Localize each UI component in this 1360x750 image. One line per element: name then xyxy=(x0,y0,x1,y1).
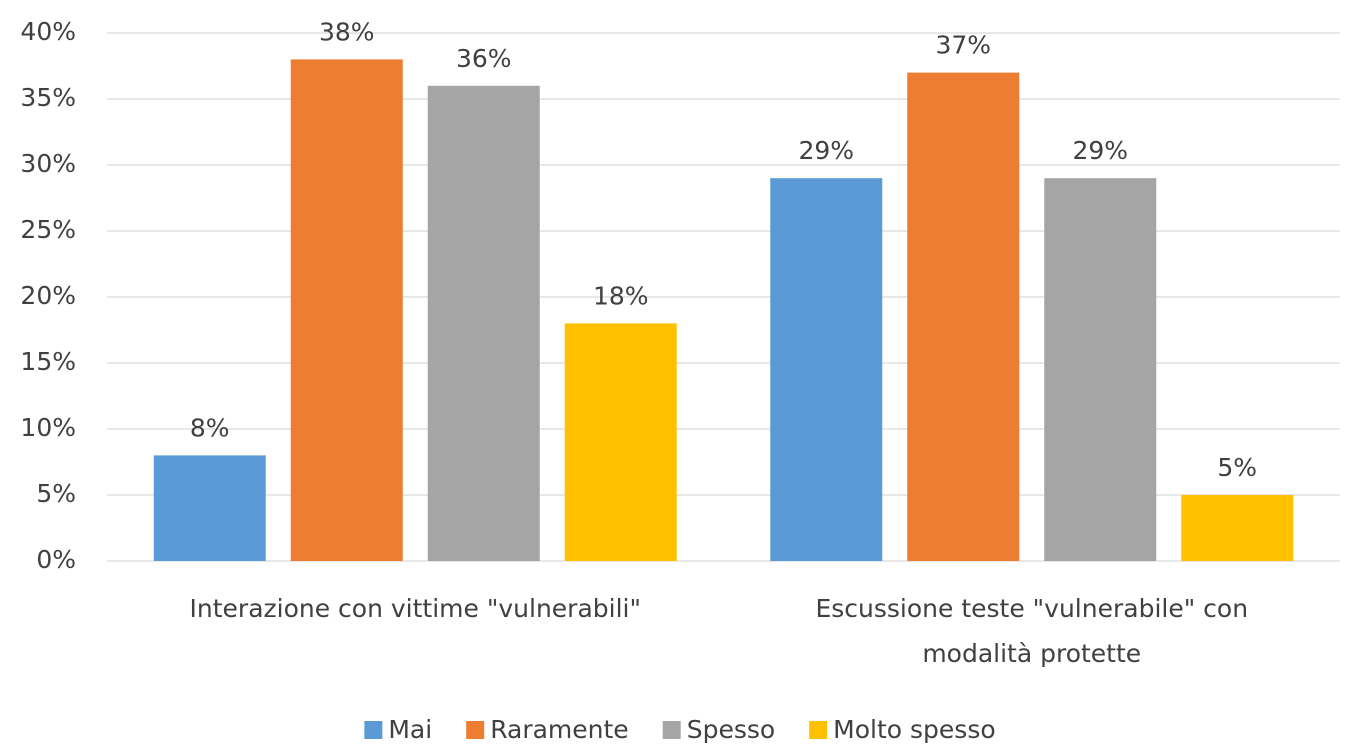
y-tick-label: 15% xyxy=(20,347,76,376)
bar xyxy=(564,323,677,561)
legend-label: Spesso xyxy=(687,715,775,744)
legend-label: Molto spesso xyxy=(833,715,995,744)
legend-label: Mai xyxy=(388,715,432,744)
legend-swatch xyxy=(364,721,383,739)
bar xyxy=(907,72,1020,561)
y-tick-label: 0% xyxy=(36,545,76,574)
y-tick-label: 20% xyxy=(20,281,76,310)
y-tick-label: 5% xyxy=(36,479,76,508)
bar xyxy=(427,85,540,562)
x-tick-label: Escussione teste "vulnerabile" con modali… xyxy=(815,594,1248,668)
data-label: 8% xyxy=(190,413,230,442)
legend-swatch xyxy=(809,721,828,739)
bar xyxy=(770,178,883,561)
data-label: 18% xyxy=(593,281,649,310)
bar xyxy=(153,455,266,561)
legend-swatch xyxy=(662,721,681,739)
bar xyxy=(290,59,403,562)
data-label: 37% xyxy=(935,31,991,60)
bar xyxy=(1181,495,1294,561)
y-tick-label: 40% xyxy=(20,17,76,46)
y-tick-label: 35% xyxy=(20,83,76,112)
bar xyxy=(1044,178,1157,561)
y-tick-label: 30% xyxy=(20,149,76,178)
y-tick-label: 10% xyxy=(20,413,76,442)
data-label: 5% xyxy=(1217,453,1257,482)
data-label: 36% xyxy=(456,44,512,73)
legend-label: Raramente xyxy=(490,715,629,744)
data-label: 29% xyxy=(798,136,854,165)
x-tick-label: Interazione con vittime "vulnerabili" xyxy=(190,594,641,623)
y-tick-label: 25% xyxy=(20,215,76,244)
legend-swatch xyxy=(466,721,485,739)
data-label: 38% xyxy=(319,17,375,46)
data-label: 29% xyxy=(1072,136,1128,165)
